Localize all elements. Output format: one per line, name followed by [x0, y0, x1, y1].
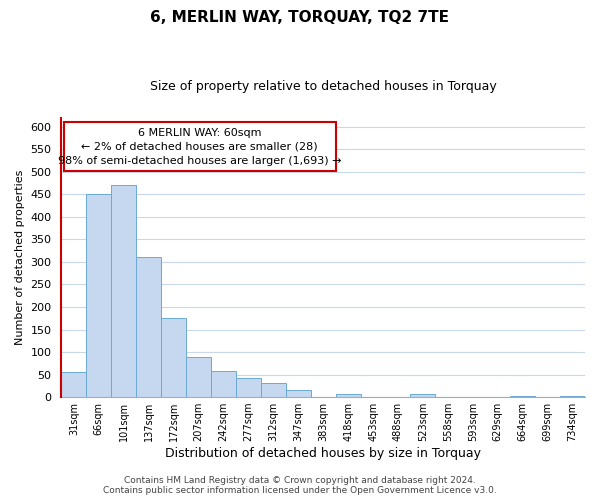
Title: Size of property relative to detached houses in Torquay: Size of property relative to detached ho…: [150, 80, 497, 93]
Bar: [86, 194, 111, 397]
Bar: [410, 394, 436, 397]
Y-axis label: Number of detached properties: Number of detached properties: [15, 170, 25, 345]
Text: 6, MERLIN WAY, TORQUAY, TQ2 7TE: 6, MERLIN WAY, TORQUAY, TQ2 7TE: [151, 10, 449, 25]
Text: Contains HM Land Registry data © Crown copyright and database right 2024.
Contai: Contains HM Land Registry data © Crown c…: [103, 476, 497, 495]
Bar: [211, 371, 236, 397]
Bar: [560, 396, 585, 397]
Bar: [261, 382, 286, 397]
Bar: [111, 186, 136, 397]
Bar: [286, 390, 311, 397]
Text: 6 MERLIN WAY: 60sqm
← 2% of detached houses are smaller (28)
98% of semi-detache: 6 MERLIN WAY: 60sqm ← 2% of detached hou…: [58, 128, 341, 166]
Bar: [236, 378, 261, 397]
Bar: [161, 318, 186, 397]
Bar: [136, 258, 161, 397]
Bar: [335, 394, 361, 397]
Bar: [510, 396, 535, 397]
Bar: [186, 358, 211, 397]
X-axis label: Distribution of detached houses by size in Torquay: Distribution of detached houses by size …: [165, 447, 481, 460]
FancyBboxPatch shape: [64, 122, 335, 171]
Bar: [61, 372, 86, 397]
